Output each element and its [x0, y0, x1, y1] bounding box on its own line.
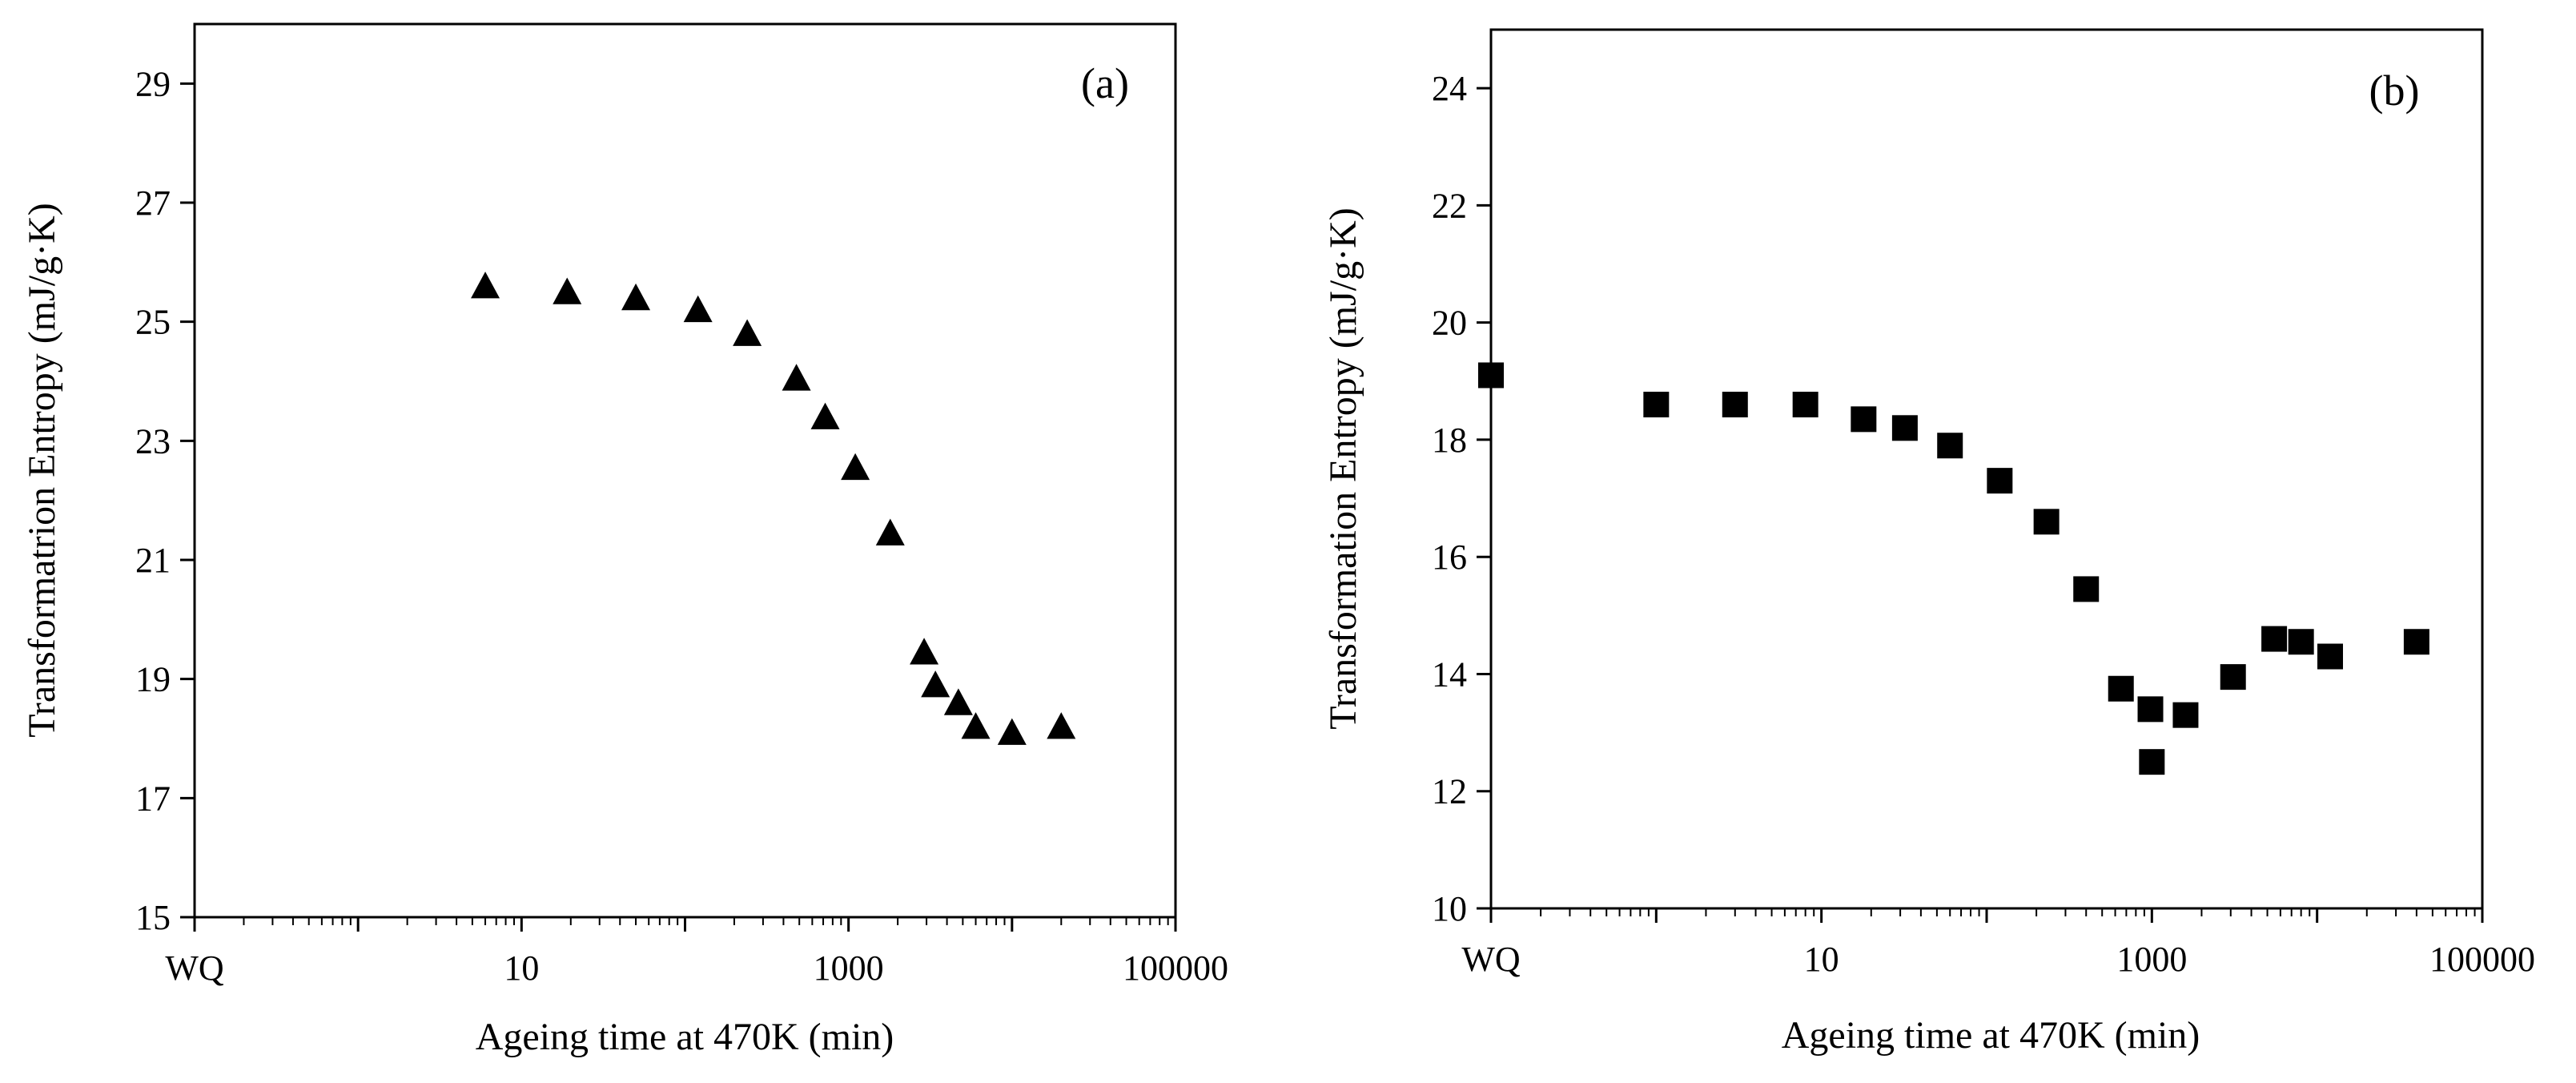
- panel-a-data-point: [1047, 712, 1076, 739]
- panel-a-data-point: [875, 518, 905, 546]
- panel-b-y-tick-label: 22: [1432, 186, 1467, 225]
- panel-b-data-point: [2261, 626, 2288, 652]
- panel-a-data-point: [997, 718, 1027, 745]
- panel-b-y-tick-label: 12: [1432, 772, 1467, 811]
- panel-b-y-tick-label: 10: [1432, 889, 1467, 928]
- panel-a-y-axis-title: Transformatrion Entropy (mJ/g·K): [21, 203, 63, 737]
- panel-a-data-point: [621, 283, 651, 311]
- panel-b: 10 12 14 16 18 20 22 24 WQ 10 1000 100000 (b) Agein…: [1322, 28, 2535, 1057]
- panel-a-data-point: [921, 670, 950, 698]
- panel-a-data-point: [782, 364, 811, 391]
- panel-b-data-point: [1937, 433, 1963, 459]
- panel-b-data-point: [2139, 749, 2165, 775]
- panel-b-data-point: [1643, 392, 1670, 418]
- panel-a-data-point: [733, 319, 762, 346]
- panel-b-data-point: [2108, 675, 2134, 702]
- panel-a-x-tick-label: 1000: [814, 948, 884, 988]
- panel-b-y-tick-label: 18: [1432, 421, 1467, 460]
- panel-b-data-point: [2403, 629, 2429, 655]
- panel-b-data-point: [2172, 702, 2199, 728]
- panel-b-data-point: [2317, 643, 2344, 670]
- panel-a-y-tick-label: 17: [135, 779, 171, 818]
- panel-b-y-tick-label: 20: [1432, 304, 1467, 343]
- panel-a-x-tick-label: 10: [504, 948, 539, 988]
- panel-a-ticks: 15 17 19 21 23 25 27 29 WQ 10 1000 100000: [135, 64, 1228, 988]
- panel-a-data-point: [810, 402, 840, 429]
- panel-b-data-point: [1987, 468, 2013, 494]
- panel-b-data-point: [2288, 629, 2314, 655]
- panel-a: 15 17 19 21 23 25 27 29 WQ 10 1000 100000 (a) Agein…: [21, 22, 1228, 1058]
- panel-b-x-tick-label: WQ: [1461, 940, 1521, 979]
- panel-b-x-tick-label: 1000: [2116, 940, 2187, 979]
- panel-a-y-tick-label: 19: [135, 660, 171, 699]
- panel-b-y-tick-label: 24: [1432, 69, 1467, 108]
- panel-b-plot-frame: [1489, 28, 2484, 910]
- panel-a-data-point: [553, 277, 582, 304]
- panel-b-label: (b): [2369, 66, 2420, 115]
- panel-b-data-point: [2220, 664, 2246, 690]
- panel-b-data-point: [2137, 696, 2164, 723]
- panel-a-y-tick-label: 27: [135, 183, 171, 223]
- panel-b-y-tick-label: 16: [1432, 537, 1467, 577]
- panel-a-data-point: [683, 295, 713, 323]
- panel-a-y-tick-label: 15: [135, 898, 171, 937]
- panel-a-data-point: [943, 688, 973, 715]
- panel-b-x-axis-title: Ageing time at 470K (min): [1782, 1014, 2200, 1057]
- panel-b-data-point: [1891, 415, 1918, 441]
- panel-b-x-tick-label: 10: [1804, 940, 1839, 979]
- panel-b-data-point: [1722, 392, 1748, 418]
- panel-a-y-tick-label: 29: [135, 64, 171, 103]
- panel-a-points: [471, 272, 1076, 745]
- panel-a-y-tick-label: 23: [135, 421, 171, 461]
- panel-a-data-point: [910, 638, 939, 665]
- panel-a-x-axis-title: Ageing time at 470K (min): [476, 1016, 894, 1058]
- panel-b-y-tick-label: 14: [1432, 654, 1467, 694]
- panel-b-data-point: [1478, 362, 1504, 389]
- panel-a-y-tick-label: 25: [135, 303, 171, 342]
- panel-a-plot-frame: [193, 22, 1177, 919]
- panel-b-data-point: [2033, 509, 2060, 535]
- panel-b-data-point: [1792, 392, 1818, 418]
- panel-b-points: [1478, 362, 2429, 775]
- panel-a-data-point: [471, 272, 500, 299]
- panel-b-y-axis-title: Transformation Entropy (mJ/g·K): [1322, 207, 1364, 730]
- panel-a-x-tick-label: 100000: [1123, 948, 1228, 988]
- panel-b-ticks: 10 12 14 16 18 20 22 24 WQ 10 1000 100000: [1432, 69, 2535, 979]
- panel-a-label: (a): [1081, 59, 1129, 107]
- panel-a-y-tick-label: 21: [135, 541, 171, 580]
- panel-b-x-tick-label: 100000: [2429, 940, 2535, 979]
- panel-b-data-point: [2073, 576, 2100, 602]
- panel-b-data-point: [1851, 406, 1877, 433]
- panel-a-data-point: [841, 453, 870, 481]
- panel-a-data-point: [961, 712, 991, 739]
- panel-a-x-tick-label: WQ: [165, 948, 224, 988]
